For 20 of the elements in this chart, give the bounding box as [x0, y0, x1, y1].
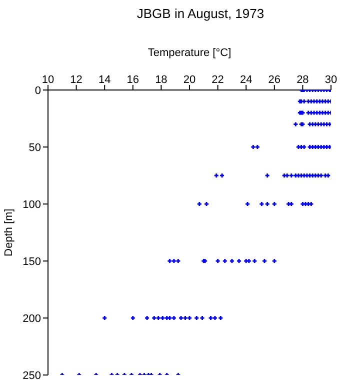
x-tick-label: 26 [268, 74, 281, 86]
x-tick-label: 30 [324, 74, 338, 86]
x-tick-label: 20 [183, 74, 196, 86]
y-tick-label: 50 [28, 142, 41, 154]
y-tick-label: 150 [22, 256, 41, 268]
x-tick-label: 28 [296, 74, 309, 86]
chart-title: JBGB in August, 1973 [136, 6, 266, 21]
y-tick-label: 200 [22, 312, 41, 325]
y-tick-label: 0 [34, 84, 41, 97]
x-tick-label: 18 [155, 74, 168, 86]
y-axis-title: Depth [m] [2, 208, 15, 256]
y-tick-label: 250 [22, 370, 41, 382]
x-tick-label: 22 [212, 74, 224, 86]
x-tick-label: 10 [42, 74, 54, 86]
x-tick-label: 12 [70, 74, 82, 86]
x-tick-label: 16 [126, 74, 140, 86]
x-tick-label: 24 [240, 74, 252, 86]
y-tick-label: 100 [22, 198, 41, 211]
x-axis-title: Temperature [°C] [148, 46, 232, 59]
x-tick-label: 14 [98, 74, 111, 86]
